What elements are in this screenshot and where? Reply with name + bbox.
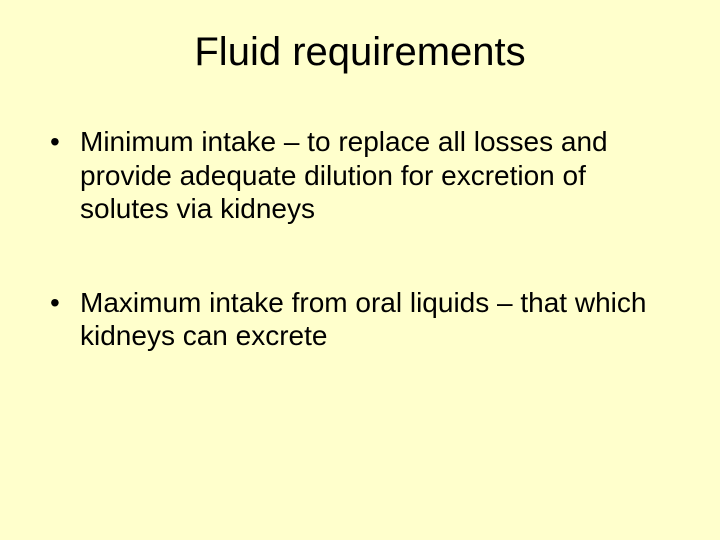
list-item: Maximum intake from oral liquids – that … xyxy=(50,286,680,353)
slide-title: Fluid requirements xyxy=(40,30,680,75)
slide-container: Fluid requirements Minimum intake – to r… xyxy=(0,0,720,540)
bullet-list: Minimum intake – to replace all losses a… xyxy=(40,125,680,353)
list-item: Minimum intake – to replace all losses a… xyxy=(50,125,680,226)
